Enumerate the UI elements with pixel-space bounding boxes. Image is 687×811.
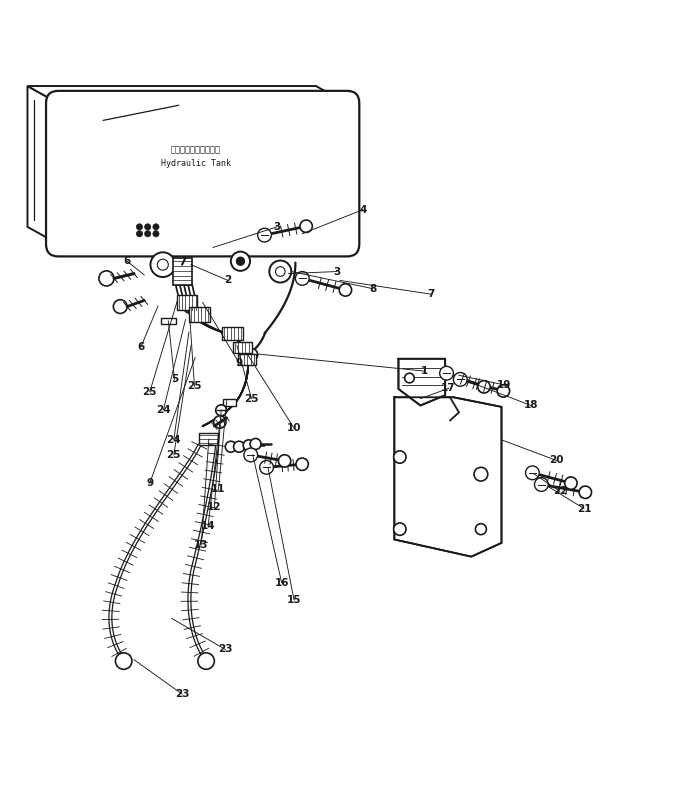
Circle shape [153, 230, 159, 237]
Circle shape [244, 448, 258, 461]
Polygon shape [27, 86, 347, 103]
Text: 25: 25 [244, 393, 259, 404]
Circle shape [231, 251, 250, 271]
Circle shape [243, 440, 254, 451]
Text: Hydraulic Tank: Hydraulic Tank [161, 159, 231, 168]
Circle shape [216, 405, 227, 416]
Circle shape [440, 367, 453, 380]
Circle shape [478, 380, 491, 393]
Circle shape [245, 349, 258, 361]
Text: ハイドロリックタンク: ハイドロリックタンク [171, 145, 221, 154]
FancyBboxPatch shape [46, 91, 359, 256]
Polygon shape [27, 86, 58, 244]
Bar [222, 327, 243, 340]
Text: 2: 2 [225, 276, 232, 285]
Circle shape [250, 439, 261, 449]
Text: 22: 22 [552, 487, 567, 496]
Text: 11: 11 [211, 484, 226, 495]
Circle shape [526, 466, 539, 479]
Circle shape [260, 461, 273, 474]
Text: 7: 7 [428, 290, 435, 299]
Bar [199, 433, 218, 445]
Circle shape [579, 486, 592, 499]
Circle shape [295, 272, 309, 285]
Text: 13: 13 [194, 540, 209, 550]
Circle shape [258, 228, 271, 242]
Circle shape [234, 441, 245, 453]
Text: 8: 8 [370, 284, 376, 294]
Circle shape [394, 523, 406, 535]
Circle shape [99, 271, 114, 286]
Circle shape [236, 257, 245, 265]
Text: 25: 25 [187, 381, 202, 391]
Polygon shape [394, 397, 502, 556]
Text: 15: 15 [286, 595, 302, 605]
Circle shape [474, 467, 488, 481]
Bar [177, 295, 197, 310]
Circle shape [300, 220, 313, 233]
Text: 23: 23 [218, 645, 233, 654]
Text: 10: 10 [286, 423, 302, 433]
Circle shape [565, 477, 577, 489]
Text: 6: 6 [137, 342, 144, 352]
Circle shape [150, 252, 175, 277]
Text: 18: 18 [523, 401, 539, 410]
Circle shape [113, 300, 127, 313]
Text: 21: 21 [576, 504, 592, 513]
Text: 6: 6 [124, 256, 131, 266]
Circle shape [534, 478, 548, 491]
Text: 9: 9 [146, 478, 153, 488]
Circle shape [136, 230, 143, 237]
Text: 4: 4 [359, 204, 366, 215]
Polygon shape [398, 358, 445, 406]
Circle shape [475, 524, 486, 534]
Circle shape [296, 458, 308, 470]
Text: 16: 16 [274, 577, 289, 588]
Circle shape [157, 260, 168, 270]
Circle shape [497, 384, 510, 397]
Circle shape [278, 455, 291, 467]
Circle shape [214, 416, 226, 428]
Bar [189, 307, 210, 323]
Text: 17: 17 [441, 384, 456, 393]
Text: 19: 19 [497, 380, 511, 390]
Text: 3: 3 [333, 267, 340, 277]
Circle shape [394, 451, 406, 463]
Bar [233, 341, 252, 353]
Text: 9: 9 [236, 358, 243, 368]
Circle shape [198, 653, 214, 669]
Text: 1: 1 [421, 366, 428, 376]
Circle shape [115, 653, 132, 669]
Circle shape [405, 373, 414, 383]
Text: 20: 20 [549, 456, 564, 466]
Circle shape [275, 267, 285, 277]
Circle shape [269, 260, 291, 282]
Circle shape [225, 441, 236, 453]
Circle shape [153, 224, 159, 230]
Bar [161, 318, 176, 324]
Text: 25: 25 [142, 387, 157, 397]
Bar [173, 258, 192, 285]
Text: 14: 14 [201, 521, 216, 530]
Circle shape [453, 372, 467, 386]
Bar [238, 354, 256, 365]
Circle shape [144, 224, 150, 230]
Text: 23: 23 [174, 689, 190, 699]
Text: 24: 24 [166, 435, 181, 445]
Circle shape [136, 224, 143, 230]
Text: 25: 25 [166, 450, 181, 460]
Circle shape [144, 230, 150, 237]
Text: 5: 5 [171, 375, 178, 384]
Circle shape [339, 284, 352, 296]
Text: 24: 24 [156, 405, 171, 414]
Bar [223, 399, 236, 406]
Text: 12: 12 [207, 502, 222, 513]
Text: 3: 3 [273, 222, 280, 232]
